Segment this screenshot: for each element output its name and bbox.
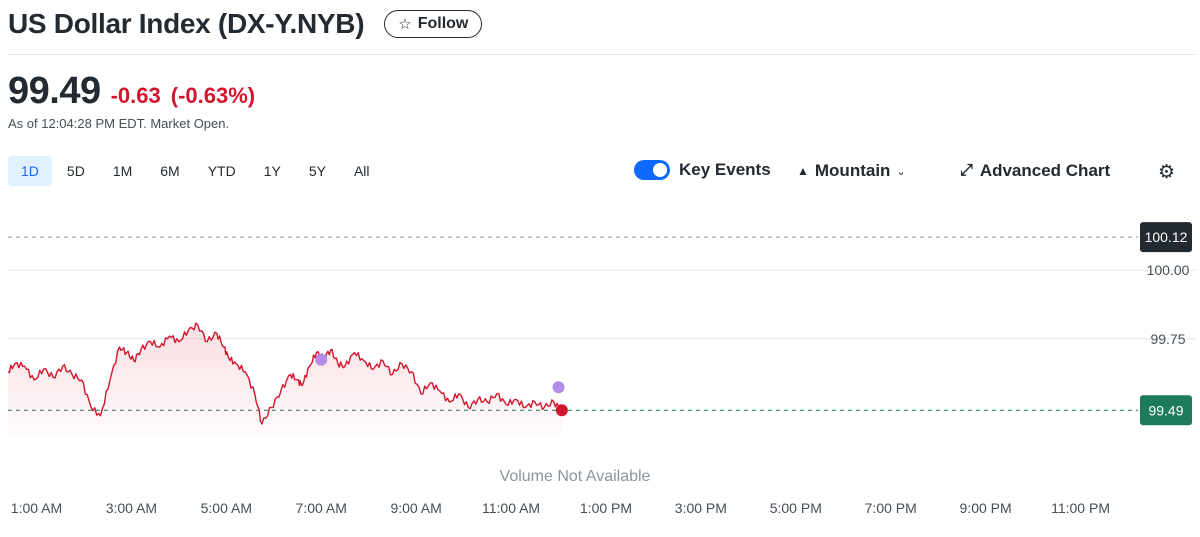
price-change: -0.63 [110,83,161,108]
chart-series [7,322,563,435]
follow-label: Follow [417,15,469,32]
volume-note: Volume Not Available [500,468,651,485]
chart-type-dropdown[interactable]: ▲ Mountain ⌄ [797,161,906,181]
header-divider [8,54,1196,55]
x-tick-label: 5:00 AM [201,500,252,516]
current-price-dot [555,404,568,417]
key-events-label: Key Events [679,160,771,179]
range-tab-1y[interactable]: 1Y [263,163,281,179]
range-tab-5y[interactable]: 5Y [308,163,326,179]
y-tick-label: 99.75 [1150,331,1185,347]
x-tick-label: 11:00 AM [482,500,540,516]
range-tab-6m[interactable]: 6M [160,163,180,179]
range-tab-1d[interactable]: 1D [8,156,52,186]
range-tab-5d[interactable]: 5D [66,163,85,179]
price-tag [1140,395,1192,426]
x-tick-label: 7:00 PM [865,500,917,516]
y-tick-label: 100.00 [1147,262,1190,278]
range-tab-1m[interactable]: 1M [112,163,133,179]
key-events-toggle[interactable] [634,160,670,180]
toggle-knob [653,163,667,177]
range-tab-ytd[interactable]: YTD [207,163,236,179]
series-line [7,322,563,425]
chart-grid [8,269,1196,340]
key-event-marker[interactable] [315,353,328,366]
y-axis: 100.00 99.75 [1147,262,1190,347]
x-tick-label: 5:00 PM [770,500,822,516]
follow-button[interactable]: ☆ Follow [384,10,483,38]
chevron-down-icon: ⌄ [896,165,906,178]
page-title: US Dollar Index (DX-Y.NYB) [8,8,365,39]
key-events-markers[interactable] [315,353,568,417]
range-tabs: 1D 5D 1M 6M YTD 1Y 5Y All [8,156,385,186]
price-chart[interactable]: 100.12 99.49 1:00 AM 3:00 AM 5:00 AM 7:00 AM… [0,195,1200,537]
quote-timestamp: As of 12:04:28 PM EDT. Market Open. [8,116,230,131]
x-tick-label: 1:00 AM [11,500,62,516]
x-tick-label: 3:00 AM [106,500,157,516]
star-icon: ☆ [398,16,412,33]
price-tag [1140,222,1192,253]
series-area [8,323,562,435]
price-tag-label: 100.12 [1145,229,1188,245]
x-tick-label: 9:00 AM [390,500,441,516]
reference-lines: 100.12 99.49 [8,222,1192,426]
advanced-chart-button[interactable]: ⤢ Advanced Chart [960,161,1110,181]
x-tick-label: 3:00 PM [675,500,727,516]
current-price: 99.49 [8,70,101,112]
mountain-icon: ▲ [797,164,809,178]
header: US Dollar Index (DX-Y.NYB) ☆ Follow [8,8,483,40]
x-tick-label: 7:00 AM [296,500,347,516]
price-change-percent: (-0.63%) [170,83,256,108]
advanced-chart-label: Advanced Chart [979,161,1111,180]
gear-icon[interactable]: ⚙ [1158,162,1176,183]
range-tab-all[interactable]: All [353,163,370,179]
quote-row: 99.49 -0.63 (-0.63%) [8,70,255,113]
x-tick-label: 11:00 PM [1051,500,1110,516]
x-tick-label: 1:00 PM [580,500,632,516]
price-tag-label: 99.49 [1148,402,1183,418]
x-axis: 1:00 AM 3:00 AM 5:00 AM 7:00 AM 9:00 AM 11:00… [11,500,1110,516]
expand-arrow-icon: ⤢ [960,162,973,179]
key-events-control: Key Events [634,160,771,180]
key-event-marker[interactable] [552,381,565,394]
x-tick-label: 9:00 PM [960,500,1012,516]
chart-type-label: Mountain [814,161,891,180]
